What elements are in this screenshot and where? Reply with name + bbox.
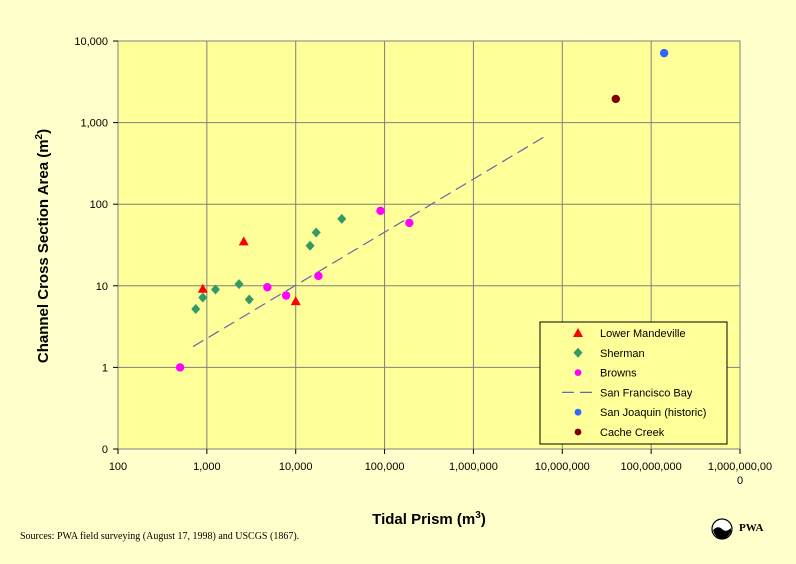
sherman-point <box>244 294 254 305</box>
x-tick-label: 1,000,000 <box>449 461 498 473</box>
lower-mandeville-point <box>238 236 249 246</box>
x-tick-label: 100 <box>109 461 127 473</box>
y-axis-title: Channel Cross Section Area (m2) <box>34 129 52 363</box>
y-tick-label: 1 <box>102 362 108 374</box>
data-marks <box>175 48 669 372</box>
lower-mandeville-point <box>197 283 208 293</box>
y-tick-label: 0 <box>102 444 108 456</box>
y-axis-title-text: Channel Cross Section Area (m <box>35 139 52 363</box>
browns-point <box>405 218 414 228</box>
legend-marker-san-joaquin-historic <box>574 408 582 416</box>
sherman-point <box>191 303 201 314</box>
y-tick-label: 1,000 <box>80 118 108 130</box>
legend-marker-lower-mandeville <box>573 328 583 337</box>
x-tick-label: 1,000,000,00 <box>708 461 772 473</box>
browns-point <box>175 363 185 372</box>
y-axis-ticks: 0 1 10 100 1,000 10,000 <box>74 36 108 456</box>
y-tick-label: 10,000 <box>74 36 108 48</box>
x-tick-label: 100,000,000 <box>621 461 682 473</box>
legend-label-cache-creek: Cache Creek <box>600 427 665 439</box>
browns-point <box>281 291 291 300</box>
sherman-point <box>311 227 321 238</box>
legend-box <box>539 321 728 445</box>
legend-label-sherman: Sherman <box>600 348 645 360</box>
x-axis-title-close: ) <box>481 511 486 528</box>
legend-label-browns: Browns <box>600 368 637 380</box>
legend-marker-cache-creek <box>574 428 582 436</box>
legend-label-lower-mandeville: Lower Mandeville <box>600 328 686 340</box>
x-tick-label: 10,000,000 <box>535 461 590 473</box>
sherman-point <box>210 284 220 295</box>
legend-label-san-joaquin-historic: San Joaquin (historic) <box>600 407 706 419</box>
sherman-point <box>337 213 347 224</box>
legend-marker-browns <box>574 369 582 376</box>
pwa-logo-text: PWA <box>739 522 764 534</box>
legend-marker-sherman <box>573 347 583 358</box>
x-axis-ticks: 100 1,000 10,000 100,000 1,000,000 10,000,000… <box>109 461 772 487</box>
source-note: Sources: PWA field surveying (August 17,… <box>20 531 300 542</box>
sherman-point <box>198 292 208 303</box>
y-axis-title-sup: 2 <box>34 133 45 139</box>
browns-point <box>376 206 385 216</box>
browns-point <box>263 283 272 292</box>
cache-creek-point <box>611 94 620 104</box>
x-tick-label: 1,000 <box>193 461 221 473</box>
browns-point <box>314 271 323 281</box>
x-tick-label: 10,000 <box>279 461 313 473</box>
x-axis-title: Tidal Prism (m3) <box>372 510 486 528</box>
pwa-logo: PWA <box>711 518 771 542</box>
x-tick-label: 100,000 <box>365 461 405 473</box>
lower-mandeville-point <box>290 296 301 306</box>
sherman-point <box>305 240 315 251</box>
x-tick-label-continued: 0 <box>737 475 743 487</box>
sherman-point <box>234 279 244 290</box>
x-axis-title-text: Tidal Prism (m <box>372 511 475 528</box>
legend-label-san-francisco-bay: San Francisco Bay <box>600 387 693 399</box>
san-joaquin-historic-point <box>659 48 669 58</box>
legend: Lower Mandeville Sherman Browns San Francis… <box>539 321 728 445</box>
y-tick-label: 100 <box>90 199 108 211</box>
x-axis-title-sup: 3 <box>475 510 481 521</box>
y-axis-title-close: ) <box>35 129 52 134</box>
pwa-logo-icon <box>711 518 733 540</box>
y-tick-label: 10 <box>96 281 108 293</box>
san-francisco-bay-trend-line <box>192 133 549 348</box>
